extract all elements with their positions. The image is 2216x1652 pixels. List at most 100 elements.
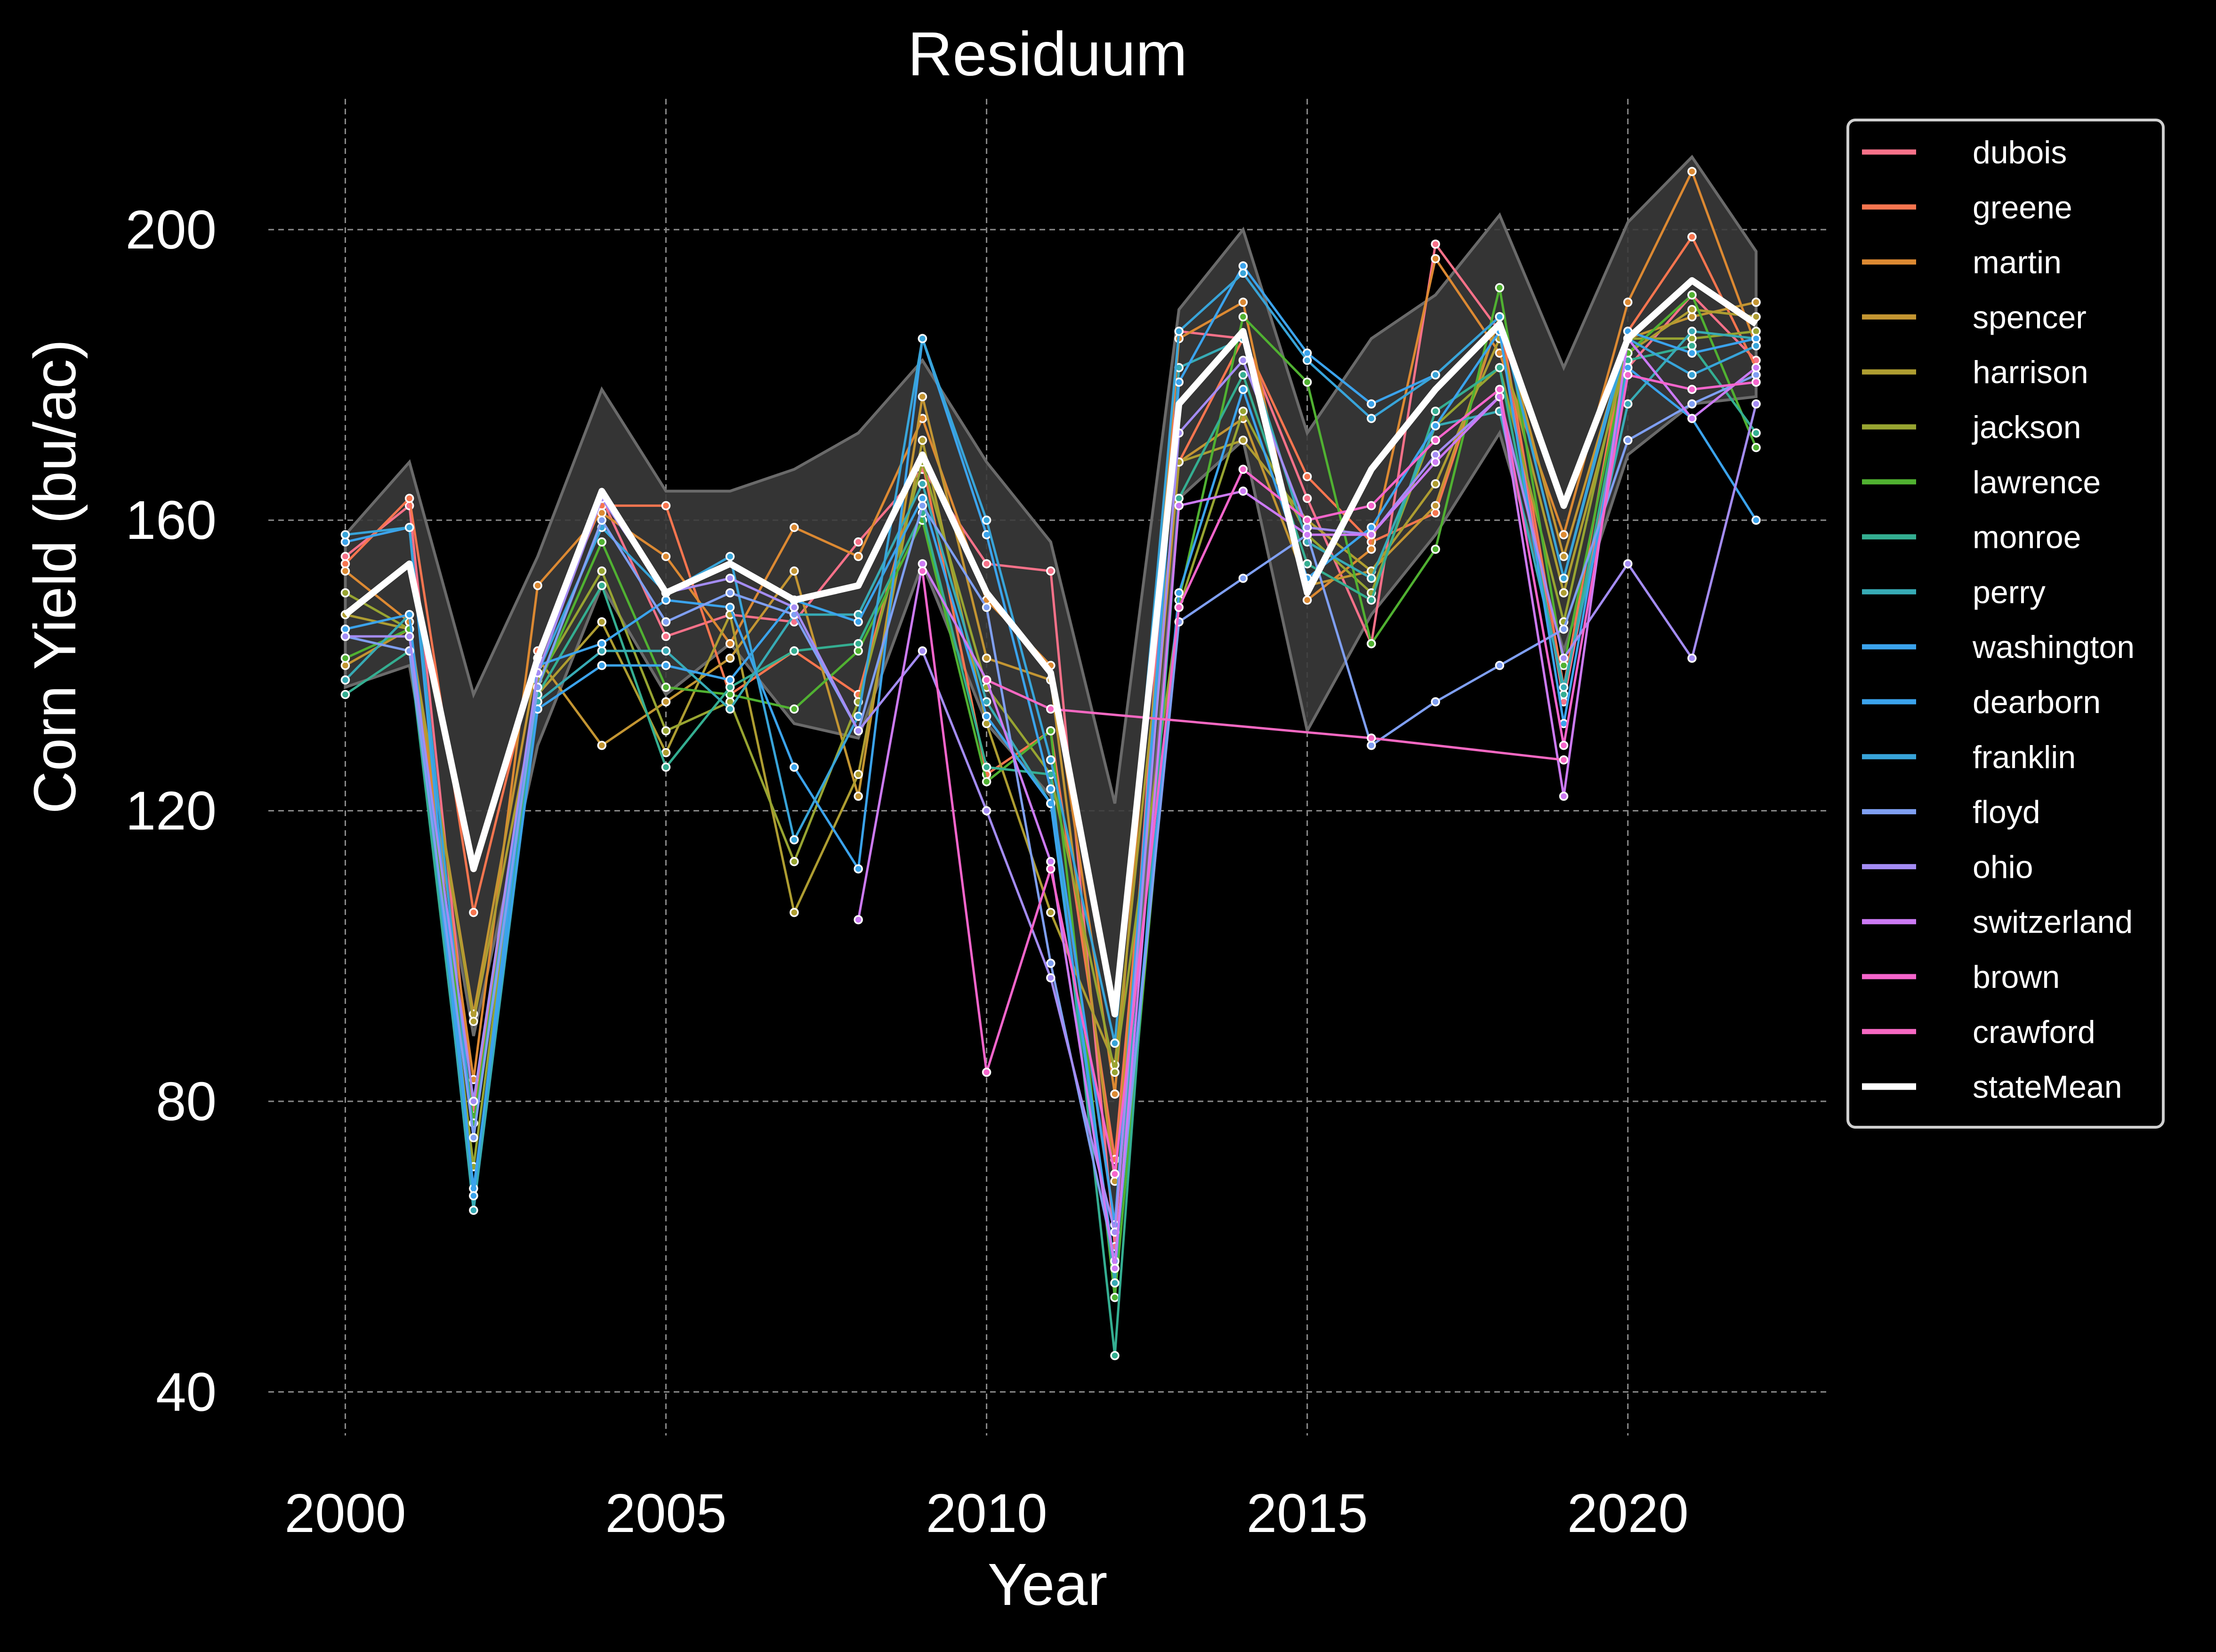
data-point [1751, 327, 1761, 336]
legend-label-harrison: harrison [1973, 354, 2088, 390]
data-point [1302, 559, 1312, 569]
data-point [1623, 370, 1633, 380]
data-point [1623, 559, 1633, 569]
legend-label-spencer: spencer [1973, 299, 2087, 335]
data-point [1687, 290, 1697, 300]
series-lines [340, 167, 1761, 1360]
data-point [1046, 973, 1056, 983]
data-point [790, 857, 799, 866]
data-point [661, 726, 671, 736]
legend-label-stateMean: stateMean [1973, 1069, 2122, 1105]
data-point [725, 675, 735, 685]
legend-label-franklin: franklin [1973, 739, 2076, 775]
data-point [1367, 639, 1376, 649]
data-point [1046, 784, 1056, 794]
data-point [1302, 355, 1312, 365]
legend-frame [1846, 119, 2165, 1129]
data-point [982, 559, 991, 569]
data-point [1687, 399, 1697, 409]
data-point [1751, 399, 1761, 409]
data-point [469, 907, 478, 917]
legend-label-switzerland: switzerland [1973, 904, 2133, 940]
data-point [725, 588, 735, 598]
data-point [1238, 268, 1248, 278]
data-point [404, 494, 414, 503]
data-point [1559, 755, 1569, 765]
x-tick-label: 2000 [284, 1483, 406, 1544]
data-point [982, 712, 991, 721]
data-point [1302, 494, 1312, 503]
data-point [1751, 363, 1761, 372]
data-point [1174, 494, 1184, 503]
series-brown [918, 370, 1761, 1179]
data-point [1431, 406, 1440, 416]
data-point [982, 515, 991, 525]
data-point [597, 581, 607, 590]
data-point [1174, 377, 1184, 387]
data-point [1751, 341, 1761, 351]
data-point [1687, 370, 1697, 380]
data-point [340, 537, 350, 547]
data-point [1751, 377, 1761, 387]
y-tick-label: 120 [125, 780, 217, 842]
data-point [1367, 573, 1376, 583]
data-point [1623, 399, 1633, 409]
data-point [1238, 297, 1248, 307]
data-point [725, 552, 735, 561]
data-point [1623, 435, 1633, 445]
data-point [982, 653, 991, 663]
data-point [1174, 501, 1184, 511]
data-point [1431, 370, 1440, 380]
data-point [469, 1205, 478, 1215]
data-point [982, 1067, 991, 1077]
data-point [854, 864, 863, 874]
data-point [1687, 414, 1697, 423]
data-point [1367, 399, 1376, 409]
x-tick-label: 2010 [926, 1483, 1048, 1544]
data-point [1431, 697, 1440, 706]
data-point [661, 661, 671, 670]
data-point [340, 624, 350, 634]
data-point [790, 907, 799, 917]
data-point [854, 537, 863, 547]
data-point [1431, 479, 1440, 489]
data-point [1046, 864, 1056, 874]
data-point [725, 653, 735, 663]
data-point [1238, 355, 1248, 365]
data-point [1495, 312, 1505, 321]
range-band-area [344, 154, 1758, 1225]
data-point [1431, 501, 1440, 511]
data-point [340, 661, 350, 670]
data-point [1110, 1292, 1120, 1302]
x-tick-label: 2020 [1567, 1483, 1689, 1544]
data-point [1431, 508, 1440, 518]
legend-label-jackson: jackson [1972, 409, 2081, 445]
legend-label-greene: greene [1973, 190, 2072, 225]
data-point [1110, 1264, 1120, 1273]
data-point [1110, 1278, 1120, 1288]
data-point [1238, 370, 1248, 380]
data-point [1687, 653, 1697, 663]
data-point [854, 726, 863, 736]
data-point [1559, 552, 1569, 561]
data-point [1559, 588, 1569, 598]
data-point [661, 501, 671, 511]
x-tick-label: 2005 [605, 1483, 726, 1544]
tick-labels: 2000 2005 2010 2015 2020 40 80 120 160 200 [125, 199, 1688, 1544]
data-point [1559, 624, 1569, 634]
data-point [404, 610, 414, 619]
data-point [1431, 421, 1440, 431]
data-point [918, 479, 927, 489]
data-point [1238, 486, 1248, 496]
data-point [1238, 435, 1248, 445]
data-point [918, 646, 927, 656]
data-point [1174, 327, 1184, 336]
data-point [918, 501, 927, 511]
data-point [1238, 312, 1248, 321]
data-point [1110, 1067, 1120, 1077]
data-point [1110, 1038, 1120, 1048]
data-point [1302, 472, 1312, 481]
series-line-stateMean [343, 277, 1758, 1018]
data-point [1238, 261, 1248, 271]
data-point [533, 581, 542, 590]
